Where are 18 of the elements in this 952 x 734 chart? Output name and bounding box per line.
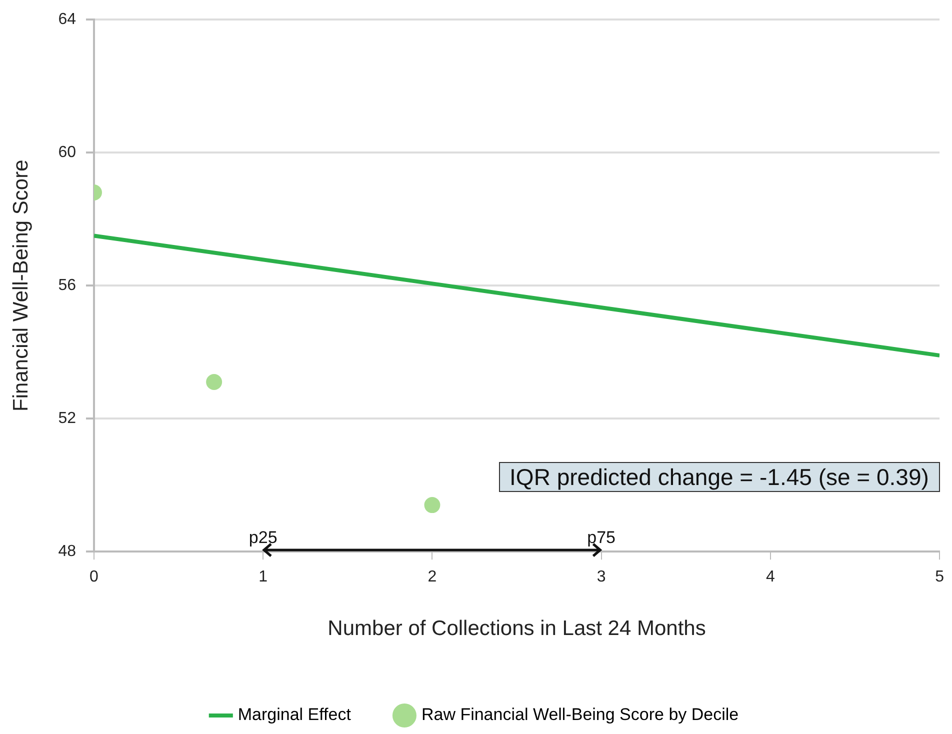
annotation: IQR predicted change = -1.45 (se = 0.39)	[498, 462, 940, 492]
legend-label: Marginal Effect	[238, 705, 352, 724]
x-tick-label: 2	[428, 568, 437, 586]
y-tick-label: 64	[58, 11, 76, 28]
annotation: p75	[587, 528, 616, 547]
x-tick-label: 1	[258, 568, 268, 586]
x-tick-label: 0	[90, 568, 99, 586]
y-axis-title: Financial Well-Being Score	[9, 160, 32, 412]
y-tick-label: 56	[58, 277, 76, 294]
legend-label: Raw Financial Well-Being Score by Decile	[421, 705, 739, 724]
x-axis-title: Number of Collections in Last 24 Months	[328, 617, 706, 640]
x-tick-label: 5	[935, 568, 944, 586]
annotation: p25	[248, 528, 278, 547]
y-tick-label: 48	[58, 543, 76, 560]
y-tick-label: 52	[58, 410, 76, 428]
x-tick-label: 4	[766, 568, 775, 586]
y-tick-label: 60	[58, 144, 76, 162]
x-tick-label: 3	[596, 568, 606, 586]
